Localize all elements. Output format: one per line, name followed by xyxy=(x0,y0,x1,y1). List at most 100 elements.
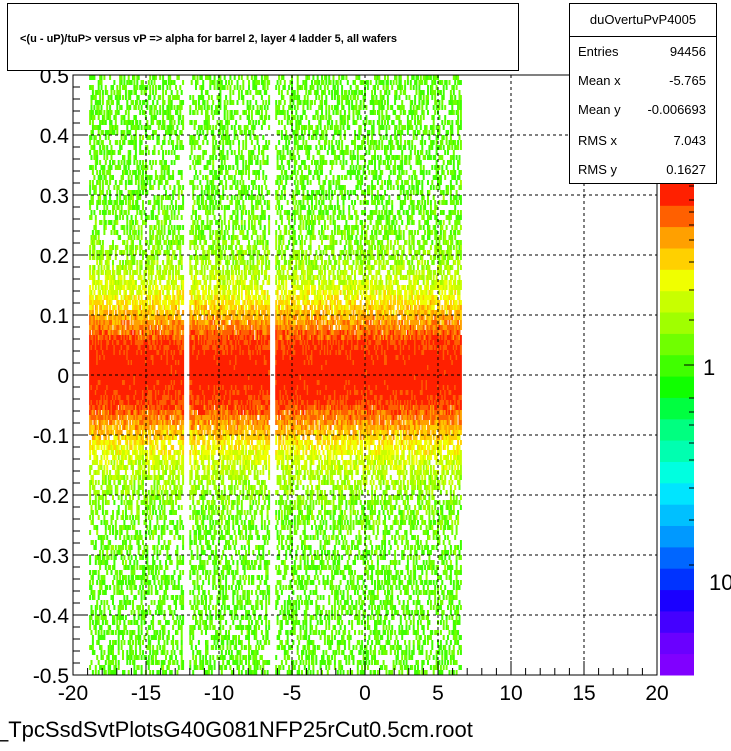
heatmap-cell xyxy=(104,460,107,465)
heatmap-cell xyxy=(106,430,109,435)
heatmap-cell xyxy=(107,300,110,305)
heatmap-cell xyxy=(104,670,107,675)
heatmap-cell xyxy=(93,235,96,240)
heatmap-cell xyxy=(152,85,155,90)
heatmap-cell xyxy=(116,280,119,285)
heatmap-cell xyxy=(97,320,100,325)
heatmap-cell xyxy=(157,135,160,140)
heatmap-cell xyxy=(133,365,136,370)
heatmap-cell xyxy=(182,465,185,470)
heatmap-cell xyxy=(193,220,196,225)
heatmap-cell xyxy=(163,460,166,465)
heatmap-cell xyxy=(175,510,177,515)
heatmap-cell xyxy=(90,475,93,480)
heatmap-cell xyxy=(114,215,117,220)
heatmap-cell xyxy=(100,375,103,380)
heatmap-cell xyxy=(116,345,119,350)
heatmap-cell xyxy=(149,640,152,645)
heatmap-cell xyxy=(192,515,195,520)
heatmap-cell xyxy=(129,290,132,295)
heatmap-cell xyxy=(139,430,142,435)
heatmap-cell xyxy=(149,135,152,140)
heatmap-cell xyxy=(154,285,157,290)
heatmap-cell xyxy=(196,665,199,670)
heatmap-cell xyxy=(169,345,172,350)
heatmap-cell xyxy=(129,205,132,210)
heatmap-cell xyxy=(143,450,146,455)
heatmap-cell xyxy=(93,650,96,655)
heatmap-cell xyxy=(91,325,94,330)
heatmap-cell xyxy=(91,240,94,245)
heatmap-cell xyxy=(153,105,156,110)
heatmap-cell xyxy=(195,315,197,320)
heatmap-cell xyxy=(162,665,165,670)
heatmap-cell xyxy=(170,130,173,135)
heatmap-cell xyxy=(152,130,155,135)
heatmap-cell xyxy=(146,215,149,220)
heatmap-cell xyxy=(163,285,166,290)
heatmap-cell xyxy=(89,305,92,310)
heatmap-cell xyxy=(160,125,163,130)
heatmap-cell xyxy=(153,575,156,580)
heatmap-cell xyxy=(106,90,109,95)
heatmap-cell xyxy=(142,200,144,205)
heatmap-cell xyxy=(163,625,166,630)
heatmap-cell xyxy=(129,355,132,360)
heatmap-cell xyxy=(130,645,133,650)
heatmap-cell xyxy=(152,625,155,630)
heatmap-cell xyxy=(127,600,130,605)
heatmap-cell xyxy=(107,335,110,340)
heatmap-cell xyxy=(126,475,129,480)
heatmap-cell xyxy=(119,360,122,365)
heatmap-cell xyxy=(112,125,114,130)
heatmap-cell xyxy=(123,555,126,560)
heatmap-cell xyxy=(137,340,140,345)
heatmap-cell xyxy=(114,370,117,375)
heatmap-cell xyxy=(166,525,169,530)
heatmap-cell xyxy=(172,500,175,505)
heatmap-cell xyxy=(162,100,165,105)
heatmap-cell xyxy=(130,320,133,325)
heatmap-cell xyxy=(120,120,123,125)
heatmap-cell xyxy=(96,510,99,515)
heatmap-cell xyxy=(195,230,197,235)
heatmap-cell xyxy=(163,140,166,145)
heatmap-cell xyxy=(107,555,110,560)
heatmap-cell xyxy=(134,440,137,445)
heatmap-cell xyxy=(129,280,132,285)
heatmap-cell xyxy=(152,270,155,275)
heatmap-cell xyxy=(162,110,165,115)
heatmap-cell xyxy=(132,660,134,665)
heatmap-cell xyxy=(119,465,122,470)
heatmap-cell xyxy=(103,590,106,595)
heatmap-cell xyxy=(126,655,129,660)
heatmap-cell xyxy=(126,320,129,325)
heatmap-cell xyxy=(129,635,132,640)
heatmap-cell xyxy=(167,325,170,330)
heatmap-cell xyxy=(173,185,176,190)
heatmap-cell xyxy=(89,365,92,370)
heatmap-cell xyxy=(120,200,123,205)
heatmap-cell xyxy=(113,320,116,325)
heatmap-cell xyxy=(146,165,149,170)
heatmap-cell xyxy=(122,475,124,480)
heatmap-cell xyxy=(160,575,163,580)
heatmap-cell xyxy=(142,380,144,385)
heatmap-cell xyxy=(100,245,103,250)
heatmap-cell xyxy=(139,410,142,415)
heatmap-cell xyxy=(124,400,127,405)
heatmap-cell xyxy=(157,405,160,410)
heatmap-cell xyxy=(112,400,114,405)
heatmap-cell xyxy=(169,220,172,225)
heatmap-cell xyxy=(91,520,94,525)
heatmap-cell xyxy=(103,360,106,365)
heatmap-cell xyxy=(139,210,142,215)
heatmap-cell xyxy=(124,600,127,605)
heatmap-cell xyxy=(119,310,122,315)
heatmap-cell xyxy=(120,340,123,345)
heatmap-cell xyxy=(107,645,110,650)
heatmap-cell xyxy=(157,540,160,545)
heatmap-cell xyxy=(106,110,109,115)
heatmap-cell xyxy=(110,420,113,425)
heatmap-cell xyxy=(163,355,166,360)
